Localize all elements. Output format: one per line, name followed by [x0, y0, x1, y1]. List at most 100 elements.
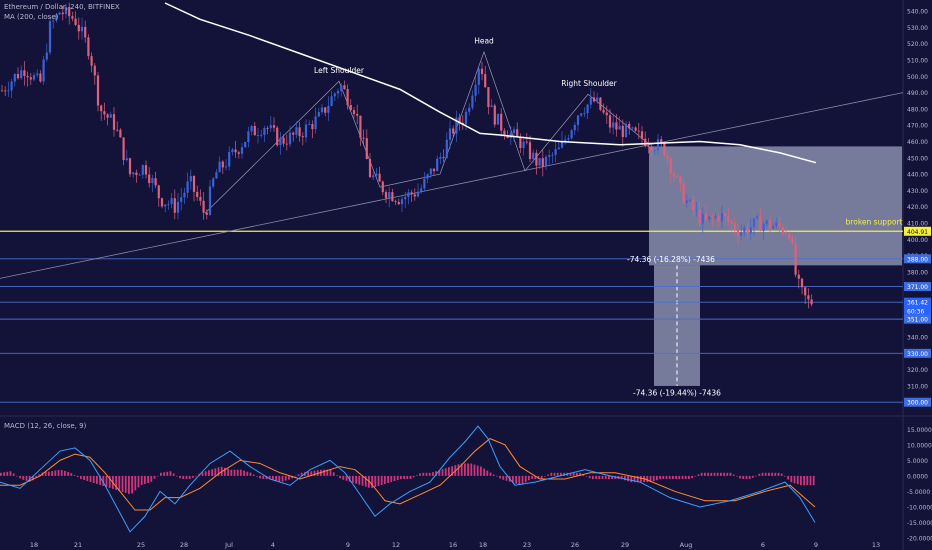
price-label-box	[904, 297, 931, 307]
candle-body	[365, 138, 368, 160]
candle-body	[224, 166, 228, 168]
candle-body	[503, 130, 506, 136]
candle-body	[477, 68, 480, 85]
histogram-bar	[80, 475, 82, 479]
candle-body	[464, 111, 468, 125]
candle-body	[644, 138, 647, 147]
histogram-bar	[640, 475, 642, 483]
histogram-bar	[809, 475, 812, 486]
macd-histogram	[0, 463, 815, 494]
candle-body	[32, 75, 36, 80]
histogram-bar	[646, 475, 649, 483]
candle-body	[612, 122, 615, 128]
histogram-bar	[294, 475, 297, 477]
histogram-bar	[380, 475, 383, 485]
candle-body	[4, 90, 7, 92]
candle-body	[314, 116, 317, 130]
histogram-bar	[512, 475, 514, 483]
candle-body	[26, 75, 29, 78]
y-tick-label: 400.00	[907, 237, 928, 244]
histogram-bar	[144, 475, 146, 484]
histogram-bar	[252, 474, 255, 476]
candle-body	[160, 198, 164, 207]
histogram-bar	[492, 474, 495, 476]
histogram-bar	[243, 470, 245, 476]
ma-200-line	[164, 2, 817, 164]
candle-body	[573, 124, 576, 131]
price-label-box	[904, 348, 931, 358]
candle-body	[372, 175, 375, 178]
histogram-bar	[604, 475, 607, 479]
histogram-bar	[688, 475, 690, 479]
candle-body	[186, 181, 189, 193]
annotation-label: Head	[474, 37, 494, 46]
macd-tick-label: 5.0000	[907, 458, 928, 465]
histogram-bar	[723, 472, 725, 476]
price-label-text: 404.91	[907, 229, 928, 236]
histogram-bar	[636, 475, 639, 483]
histogram-bar	[528, 475, 530, 481]
histogram-bar	[281, 475, 284, 482]
candle-body	[772, 226, 775, 229]
symbol-title[interactable]: Ethereum / Dollar, 240, BITFINEX	[4, 3, 120, 11]
histogram-bar	[300, 472, 303, 476]
price-label-text: 300.00	[907, 400, 928, 407]
candle-body	[272, 125, 276, 128]
candle-body	[404, 197, 407, 200]
histogram-bar	[336, 475, 338, 476]
histogram-bar	[172, 473, 175, 476]
candle-body	[154, 178, 157, 186]
histogram-bar	[771, 472, 773, 476]
candle-body	[196, 191, 199, 197]
candle-body	[429, 168, 432, 175]
candle-body	[199, 196, 202, 201]
candle-body	[420, 188, 423, 192]
histogram-bar	[627, 475, 629, 482]
histogram-bar	[489, 472, 492, 476]
candle-body	[125, 158, 128, 161]
histogram-bar	[227, 468, 229, 476]
candle-body	[228, 152, 231, 167]
histogram-bar	[713, 472, 716, 476]
candle-body	[496, 113, 500, 125]
x-tick-label: 13	[872, 541, 880, 549]
price-label-box	[904, 397, 931, 407]
ma-legend[interactable]: MA (200, close)	[4, 13, 59, 21]
histogram-bar	[176, 475, 178, 477]
annotation-label: -74.36 (-16.28%) -7436	[627, 255, 715, 264]
histogram-bar	[448, 467, 450, 476]
price-label-text: 330.00	[907, 351, 928, 358]
histogram-bar	[35, 475, 37, 478]
histogram-bar	[70, 473, 73, 476]
histogram-bar	[774, 472, 777, 476]
candle-body	[29, 77, 32, 80]
histogram-bar	[476, 465, 479, 476]
candle-body	[189, 175, 192, 182]
histogram-bar	[432, 472, 434, 476]
candle-body	[119, 129, 122, 138]
histogram-bar	[230, 469, 233, 476]
histogram-bar	[540, 475, 543, 479]
candle-body	[455, 117, 458, 134]
histogram-bar	[179, 475, 181, 479]
candle-body	[704, 213, 708, 220]
histogram-bar	[121, 475, 124, 492]
histogram-bar	[3, 472, 5, 476]
candle-body	[176, 201, 180, 213]
candle-body	[784, 233, 788, 234]
candle-body	[516, 129, 519, 137]
candle-body	[231, 149, 234, 153]
histogram-bar	[137, 475, 140, 488]
macd-tick-label: -20.0000	[907, 536, 932, 543]
histogram-bar	[764, 472, 767, 476]
histogram-bar	[796, 475, 799, 485]
candle-body	[221, 161, 224, 168]
candle-body	[167, 204, 170, 205]
candle-body	[23, 70, 26, 76]
candle-body	[240, 147, 244, 154]
histogram-bar	[201, 472, 204, 476]
candle-body	[250, 125, 253, 132]
candle-body	[74, 18, 77, 25]
